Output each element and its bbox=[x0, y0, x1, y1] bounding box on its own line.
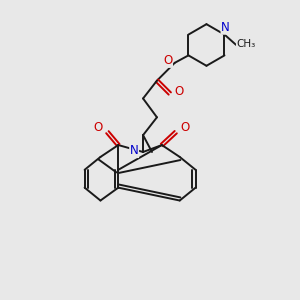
Text: O: O bbox=[174, 85, 183, 98]
Text: O: O bbox=[180, 121, 189, 134]
Text: O: O bbox=[163, 54, 172, 67]
Text: N: N bbox=[221, 21, 230, 34]
Text: CH₃: CH₃ bbox=[236, 39, 256, 49]
Text: N: N bbox=[130, 145, 139, 158]
Text: O: O bbox=[94, 121, 103, 134]
